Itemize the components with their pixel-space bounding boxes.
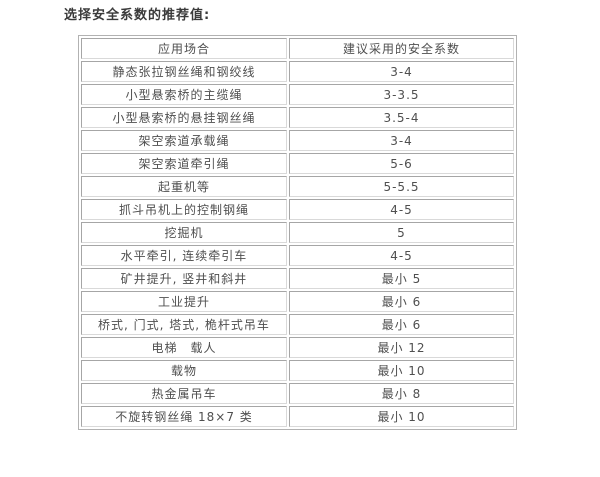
column-header-safety-factor: 建议采用的安全系数 [289, 38, 514, 59]
application-cell: 工业提升 [81, 291, 287, 312]
safety-factor-cell: 5 [289, 222, 514, 243]
application-cell: 静态张拉钢丝绳和钢绞线 [81, 61, 287, 82]
table-row: 小型悬索桥的悬挂钢丝绳 3.5-4 [81, 107, 514, 128]
safety-factor-table: 应用场合 建议采用的安全系数 静态张拉钢丝绳和钢绞线 3-4 小型悬索桥的主缆绳 3-… [78, 35, 517, 430]
table-row: 不旋转钢丝绳 18×7 类最小 10 [81, 406, 514, 427]
application-cell: 矿井提升, 竖井和斜井 [81, 268, 287, 289]
table-row: 抓斗吊机上的控制钢绳 4-5 [81, 199, 514, 220]
safety-factor-cell: 3-3.5 [289, 84, 514, 105]
table-row: 矿井提升, 竖井和斜井 最小 5 [81, 268, 514, 289]
application-cell: 起重机等 [81, 176, 287, 197]
safety-factor-cell: 最小 12 [289, 337, 514, 358]
table-row: 静态张拉钢丝绳和钢绞线 3-4 [81, 61, 514, 82]
application-cell: 抓斗吊机上的控制钢绳 [81, 199, 287, 220]
safety-factor-cell: 5-6 [289, 153, 514, 174]
safety-factor-cell: 3.5-4 [289, 107, 514, 128]
safety-factor-cell: 最小 6 [289, 291, 514, 312]
application-cell: 小型悬索桥的悬挂钢丝绳 [81, 107, 287, 128]
application-cell: 小型悬索桥的主缆绳 [81, 84, 287, 105]
application-cell: 不旋转钢丝绳 18×7 类 [81, 406, 287, 427]
application-cell: 架空索道承载绳 [81, 130, 287, 151]
application-cell: 桥式, 门式, 塔式, 桅杆式吊车 [81, 314, 287, 335]
application-cell: 水平牵引, 连续牵引车 [81, 245, 287, 266]
table-row: 架空索道承载绳 3-4 [81, 130, 514, 151]
table-header-row: 应用场合 建议采用的安全系数 [81, 38, 514, 59]
table-body: 静态张拉钢丝绳和钢绞线 3-4 小型悬索桥的主缆绳 3-3.5 小型悬索桥的悬挂钢丝绳 3… [81, 61, 514, 427]
table-row: 工业提升 最小 6 [81, 291, 514, 312]
safety-factor-cell: 3-4 [289, 130, 514, 151]
safety-factor-cell: 3-4 [289, 61, 514, 82]
safety-factor-cell: 4-5 [289, 245, 514, 266]
application-cell: 架空索道牵引绳 [81, 153, 287, 174]
application-cell: 热金属吊车 [81, 383, 287, 404]
table-row: 热金属吊车 最小 8 [81, 383, 514, 404]
table-row: 架空索道牵引绳 5-6 [81, 153, 514, 174]
table-row: 挖掘机 5 [81, 222, 514, 243]
application-cell: 挖掘机 [81, 222, 287, 243]
safety-factor-cell: 最小 10 [289, 360, 514, 381]
application-cell: 电梯 载人 [81, 337, 287, 358]
page-title: 选择安全系数的推荐值: [64, 8, 211, 23]
table-row: 载物 最小 10 [81, 360, 514, 381]
safety-factor-cell: 最小 10 [289, 406, 514, 427]
table-row: 小型悬索桥的主缆绳 3-3.5 [81, 84, 514, 105]
table-row: 电梯 载人 最小 12 [81, 337, 514, 358]
application-cell: 载物 [81, 360, 287, 381]
safety-factor-cell: 最小 5 [289, 268, 514, 289]
safety-factor-cell: 最小 6 [289, 314, 514, 335]
safety-factor-cell: 4-5 [289, 199, 514, 220]
table-row: 起重机等 5-5.5 [81, 176, 514, 197]
safety-factor-cell: 5-5.5 [289, 176, 514, 197]
table-row: 桥式, 门式, 塔式, 桅杆式吊车 最小 6 [81, 314, 514, 335]
safety-factor-cell: 最小 8 [289, 383, 514, 404]
column-header-application: 应用场合 [81, 38, 287, 59]
table-row: 水平牵引, 连续牵引车 4-5 [81, 245, 514, 266]
